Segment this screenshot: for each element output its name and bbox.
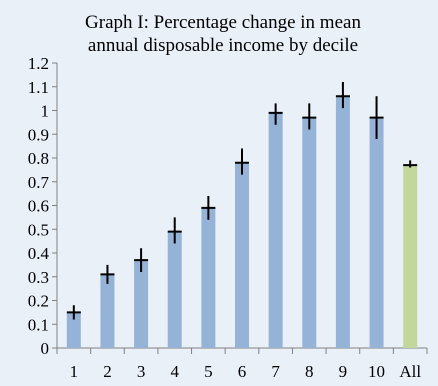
y-tick-label: 0.7 <box>28 173 50 192</box>
bar <box>167 231 182 348</box>
bar <box>134 260 149 348</box>
y-tick-label: 0.9 <box>28 125 49 144</box>
bar <box>66 312 81 348</box>
x-tick-label: 8 <box>305 362 314 381</box>
bar <box>201 207 216 348</box>
x-tick-label: 9 <box>339 362 348 381</box>
plot-area: 0 0.1 0.2 0.3 0.4 0.5 0.6 0.7 0.8 0.9 1 1.1 1.2 1 2 3 4 5… <box>28 54 428 381</box>
y-tick-label: 1.2 <box>28 54 49 73</box>
x-tick-label: All <box>399 362 421 381</box>
x-tick-label: 1 <box>70 362 79 381</box>
x-tick-label: 7 <box>271 362 280 381</box>
x-tick-label: 4 <box>170 362 179 381</box>
x-tick-label: 2 <box>103 362 112 381</box>
bar <box>302 117 317 348</box>
x-tick-label: 10 <box>368 362 385 381</box>
y-tick-label: 0.5 <box>28 220 49 239</box>
bar <box>403 165 418 348</box>
chart-title-line-1: Graph I: Percentage change in mean <box>85 12 361 33</box>
y-tick-label: 0.3 <box>28 268 49 287</box>
x-tick-label: 3 <box>137 362 146 381</box>
y-tick-label: 0.1 <box>28 315 49 334</box>
y-tick-label: 0 <box>41 339 50 358</box>
y-tick-label: 0.6 <box>28 197 49 216</box>
bar <box>369 117 384 348</box>
bar <box>335 96 350 348</box>
y-tick-label: 1 <box>41 102 50 121</box>
y-tick-label: 0.8 <box>28 149 49 168</box>
bar <box>268 112 283 348</box>
x-tick-label: 5 <box>204 362 213 381</box>
chart-title-line-2: annual disposable income by decile <box>88 35 358 56</box>
y-tick-label: 0.4 <box>28 244 50 263</box>
x-tick-label: 6 <box>238 362 247 381</box>
y-tick-label: 0.2 <box>28 292 49 311</box>
bar <box>235 162 249 348</box>
y-tick-label: 1.1 <box>28 78 49 97</box>
bar <box>100 274 115 348</box>
